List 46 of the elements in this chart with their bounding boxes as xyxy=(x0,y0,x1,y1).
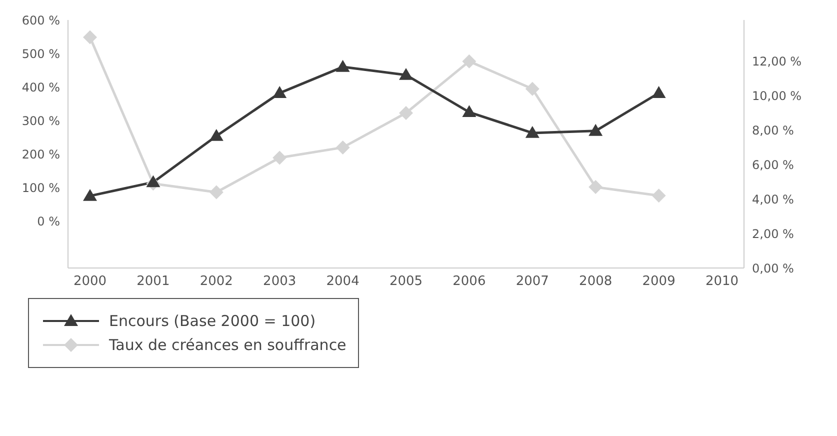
y2-tick-label: 8,00 % xyxy=(752,123,794,138)
point xyxy=(525,126,540,138)
point xyxy=(336,140,350,154)
legend-label: Taux de créances en souffrance xyxy=(109,336,346,354)
point xyxy=(399,68,413,80)
point xyxy=(588,124,603,136)
y-tick-label: 600 % xyxy=(22,13,60,28)
point xyxy=(146,175,160,188)
y-tick-label: 300 % xyxy=(22,114,60,128)
x-tick-label: 2005 xyxy=(389,274,423,290)
point xyxy=(336,60,350,72)
point xyxy=(399,106,413,120)
x-tick-label: 2003 xyxy=(263,274,296,290)
point xyxy=(83,30,97,44)
y2-tick-label: 12,00 % xyxy=(752,54,802,69)
point xyxy=(525,82,540,96)
point xyxy=(209,128,224,141)
point xyxy=(272,150,287,165)
y2-tick-label: 0,00 % xyxy=(752,261,794,276)
point xyxy=(272,86,287,98)
y-tick-label: 100 % xyxy=(22,180,60,195)
x-tick-label: 2000 xyxy=(73,274,107,290)
y2-tick-label: 4,00 % xyxy=(752,192,794,206)
y-tick-label: 200 % xyxy=(22,147,60,162)
y2-tick-label: 2,00 % xyxy=(752,226,794,241)
x-tick-label: 2006 xyxy=(452,274,486,290)
x-tick-label: 2001 xyxy=(136,274,170,290)
x-tick-label: 2007 xyxy=(516,274,549,290)
point xyxy=(652,86,666,98)
x-tick-label: 2008 xyxy=(579,274,612,290)
x-tick-label: 2004 xyxy=(326,274,360,290)
x-tick-label: 2010 xyxy=(705,274,739,290)
x-tick-label: 2009 xyxy=(642,274,676,290)
y-tick-label: 400 % xyxy=(22,80,60,94)
point xyxy=(462,105,476,118)
point xyxy=(83,188,97,201)
y-tick-label: 0 % xyxy=(37,214,60,228)
y2-tick-label: 6,00 % xyxy=(752,158,794,172)
point xyxy=(652,188,666,203)
point xyxy=(462,54,476,68)
y2-tick-label: 10,00 % xyxy=(752,89,802,104)
point xyxy=(588,180,603,194)
legend-label: Encours (Base 2000 = 100) xyxy=(109,312,316,330)
y-tick-label: 500 % xyxy=(22,46,60,61)
point xyxy=(209,185,224,200)
x-tick-label: 2002 xyxy=(200,274,233,290)
